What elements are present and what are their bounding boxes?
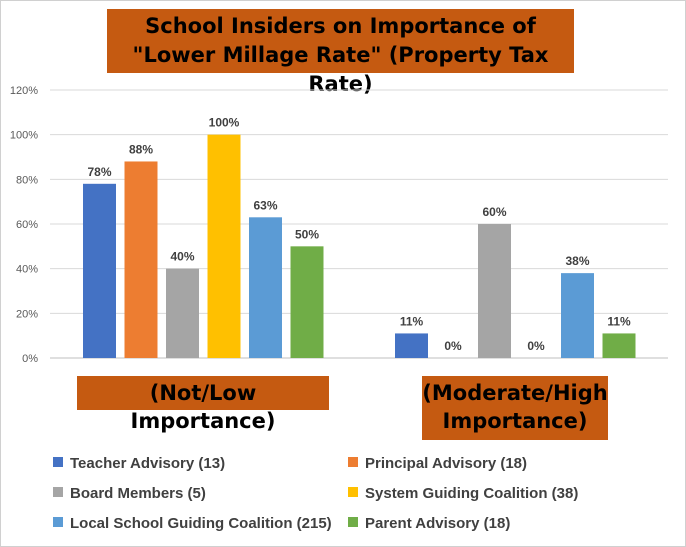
data-label: 100%	[209, 116, 240, 130]
category-label-not-low-text: (Not/Low Importance)	[130, 381, 276, 433]
category-label-moderate-high: (Moderate/High Importance)	[422, 376, 608, 440]
legend-item: Parent Advisory (18)	[348, 515, 510, 532]
category-label-moderate-high-line-1: (Moderate/High	[422, 381, 608, 405]
y-tick-label: 120%	[10, 85, 38, 97]
y-tick-label: 20%	[16, 308, 38, 320]
legend-label: Principal Advisory (18)	[365, 455, 527, 472]
legend-label: System Guiding Coalition (38)	[365, 485, 579, 502]
legend-label: Board Members (5)	[70, 485, 206, 502]
bar	[249, 217, 282, 358]
bar	[395, 333, 428, 358]
legend-swatch	[348, 487, 358, 497]
legend-item: Board Members (5)	[53, 485, 206, 502]
y-tick-label: 100%	[10, 130, 38, 142]
legend-item: Local School Guiding Coalition (215)	[53, 515, 332, 532]
legend-swatch	[348, 457, 358, 467]
legend-item: Teacher Advisory (13)	[53, 455, 225, 472]
y-tick-label: 80%	[16, 174, 38, 186]
data-label: 88%	[129, 142, 153, 156]
data-label: 60%	[482, 205, 506, 219]
legend-item: Principal Advisory (18)	[348, 455, 527, 472]
data-label: 50%	[295, 227, 319, 241]
y-tick-label: 0%	[22, 353, 38, 365]
legend-swatch	[53, 517, 63, 527]
legend-swatch	[53, 457, 63, 467]
y-tick-label: 60%	[16, 219, 38, 231]
data-label: 63%	[253, 198, 277, 212]
data-label: 78%	[87, 165, 111, 179]
bar	[561, 273, 594, 358]
bar	[478, 224, 511, 358]
bar	[602, 333, 636, 358]
bar	[124, 161, 158, 358]
data-label: 11%	[400, 314, 424, 328]
bar	[207, 134, 241, 358]
y-tick-label: 40%	[16, 264, 38, 276]
legend-swatch	[348, 517, 358, 527]
legend-swatch	[53, 487, 63, 497]
legend-label: Teacher Advisory (13)	[70, 455, 226, 472]
category-label-not-low: (Not/Low Importance)	[77, 376, 329, 433]
data-label: 38%	[565, 254, 589, 268]
data-label: 11%	[607, 314, 631, 328]
data-label: 40%	[170, 250, 194, 264]
bar	[166, 268, 199, 358]
chart-title: School Insiders on Importance of "Lower …	[107, 9, 574, 96]
bar	[290, 246, 324, 358]
chart-title-line-2: "Lower Millage Rate" (Property Tax Rate)	[132, 43, 549, 96]
legend-item: System Guiding Coalition (38)	[348, 485, 578, 502]
bar	[83, 183, 116, 358]
category-label-moderate-high-line-2: Importance)	[442, 409, 588, 433]
data-label: 0%	[527, 339, 545, 353]
legend-label: Parent Advisory (18)	[365, 515, 511, 532]
chart-title-line-1: School Insiders on Importance of	[145, 14, 536, 38]
legend-label: Local School Guiding Coalition (215)	[70, 515, 332, 532]
data-label: 0%	[444, 339, 462, 353]
